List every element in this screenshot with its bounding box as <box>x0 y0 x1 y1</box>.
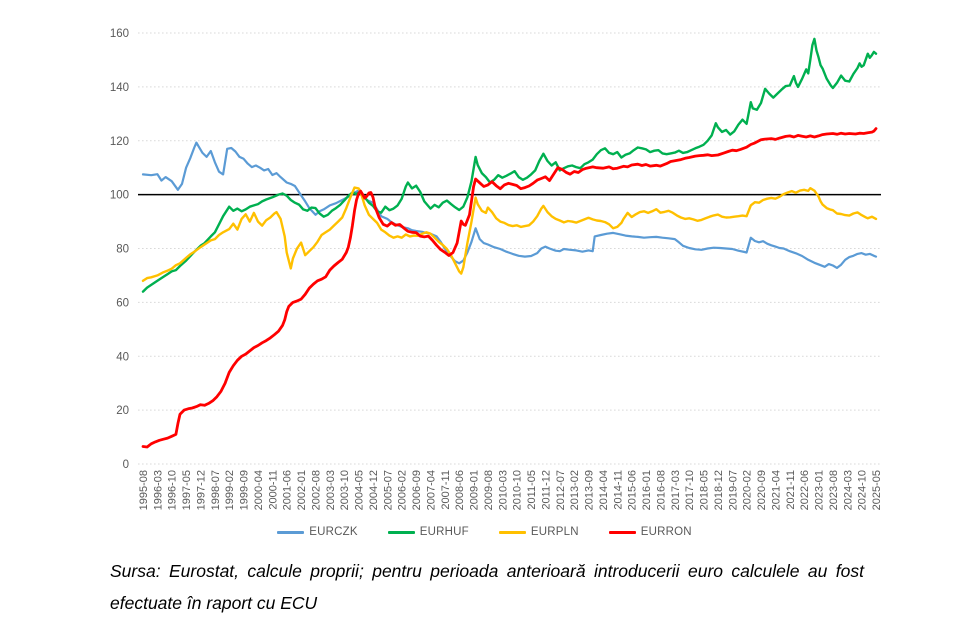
svg-text:2011-12: 2011-12 <box>540 470 552 510</box>
svg-text:1999-02: 1999-02 <box>224 470 236 510</box>
legend-swatch-eurpln <box>498 530 526 534</box>
source-caption: Sursa: Eurostat, calcule proprii; pentru… <box>110 561 864 613</box>
chart-legend: EURCZK EURHUF EURPLN EURRON <box>0 526 969 538</box>
svg-text:2025-05: 2025-05 <box>871 470 883 510</box>
svg-text:2020-09: 2020-09 <box>756 470 768 510</box>
legend-swatch-eurczk <box>277 530 305 534</box>
svg-text:2014-04: 2014-04 <box>598 470 610 510</box>
svg-text:2013-09: 2013-09 <box>584 470 596 510</box>
plot-area-wrapper: 0 20 40 60 80 100 120 140 160 1995-08 1996-03 1996-… <box>110 28 883 510</box>
legend-label-eurczk: EURCZK <box>309 526 358 538</box>
legend-item-eurron: EURRON <box>608 526 692 538</box>
svg-text:2004-05: 2004-05 <box>354 470 366 510</box>
svg-text:2004-12: 2004-12 <box>368 470 380 510</box>
svg-text:1996-03: 1996-03 <box>152 470 164 510</box>
legend-label-eurhuf: EURHUF <box>419 526 469 538</box>
svg-text:2020-02: 2020-02 <box>742 470 754 510</box>
svg-text:2014-11: 2014-11 <box>612 470 624 510</box>
svg-text:120: 120 <box>110 136 129 148</box>
svg-text:2017-10: 2017-10 <box>684 470 696 510</box>
svg-text:2016-01: 2016-01 <box>641 470 653 510</box>
svg-text:2018-05: 2018-05 <box>699 470 711 510</box>
legend-label-eurpln: EURPLN <box>530 526 579 538</box>
svg-text:2024-10: 2024-10 <box>857 470 869 510</box>
svg-text:1997-12: 1997-12 <box>195 470 207 510</box>
svg-text:20: 20 <box>116 405 129 417</box>
svg-text:2002-01: 2002-01 <box>296 470 308 510</box>
svg-text:2024-03: 2024-03 <box>842 470 854 510</box>
svg-text:100: 100 <box>110 190 129 202</box>
svg-text:2022-06: 2022-06 <box>799 470 811 510</box>
svg-text:40: 40 <box>116 351 129 363</box>
svg-text:2009-01: 2009-01 <box>469 470 481 510</box>
svg-text:2011-05: 2011-05 <box>526 470 538 510</box>
legend-item-eurczk: EURCZK <box>277 526 358 538</box>
svg-text:2006-09: 2006-09 <box>411 470 423 510</box>
svg-text:2018-12: 2018-12 <box>713 470 725 510</box>
svg-text:2017-03: 2017-03 <box>670 470 682 510</box>
svg-text:2003-10: 2003-10 <box>339 470 351 510</box>
svg-text:80: 80 <box>116 244 129 256</box>
svg-text:2002-08: 2002-08 <box>310 470 322 510</box>
svg-text:2015-06: 2015-06 <box>627 470 639 510</box>
svg-text:2007-11: 2007-11 <box>440 470 452 510</box>
svg-text:2023-01: 2023-01 <box>814 470 826 510</box>
svg-text:2003-03: 2003-03 <box>325 470 337 510</box>
svg-text:140: 140 <box>110 82 129 94</box>
legend-item-eurhuf: EURHUF <box>387 526 469 538</box>
svg-text:2010-10: 2010-10 <box>512 470 524 510</box>
svg-text:1996-10: 1996-10 <box>167 470 179 510</box>
svg-text:2013-02: 2013-02 <box>569 470 581 510</box>
svg-text:2006-02: 2006-02 <box>397 470 409 510</box>
legend-swatch-eurron <box>608 530 636 534</box>
svg-text:2001-06: 2001-06 <box>282 470 294 510</box>
svg-text:2005-07: 2005-07 <box>382 470 394 510</box>
legend-label-eurron: EURRON <box>640 526 692 538</box>
svg-text:1998-07: 1998-07 <box>210 470 222 510</box>
svg-text:2008-06: 2008-06 <box>454 470 466 510</box>
exchange-rate-line-chart: 0 20 40 60 80 100 120 140 160 1995-08 1996-03 1996-… <box>110 28 883 510</box>
svg-text:2019-07: 2019-07 <box>727 470 739 510</box>
legend-swatch-eurhuf <box>387 530 415 534</box>
svg-text:1995-08: 1995-08 <box>138 470 150 510</box>
legend-item-eurpln: EURPLN <box>498 526 579 538</box>
svg-text:2000-11: 2000-11 <box>267 470 279 510</box>
svg-text:2023-08: 2023-08 <box>828 470 840 510</box>
svg-text:2009-08: 2009-08 <box>483 470 495 510</box>
svg-text:2007-04: 2007-04 <box>425 470 437 510</box>
svg-text:2012-07: 2012-07 <box>555 470 567 510</box>
svg-text:60: 60 <box>116 297 129 309</box>
svg-text:1999-09: 1999-09 <box>239 470 251 510</box>
svg-text:2016-08: 2016-08 <box>655 470 667 510</box>
svg-text:1997-05: 1997-05 <box>181 470 193 510</box>
svg-text:0: 0 <box>123 459 129 471</box>
svg-text:2010-03: 2010-03 <box>497 470 509 510</box>
svg-text:2021-11: 2021-11 <box>785 470 797 510</box>
svg-text:160: 160 <box>110 28 129 40</box>
svg-text:2021-04: 2021-04 <box>770 470 782 510</box>
svg-text:2000-04: 2000-04 <box>253 470 265 510</box>
